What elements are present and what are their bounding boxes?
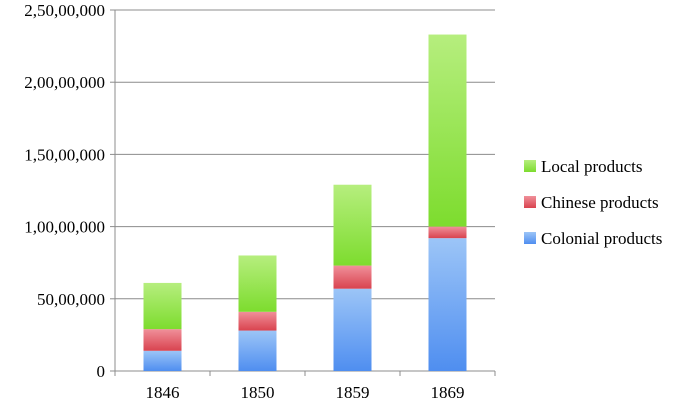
- y-tick-labels: 0 50,00,000 1,00,00,000 1,50,00,000 2,00,00,…: [24, 1, 105, 381]
- bar-segment-local-products: [143, 282, 182, 330]
- legend-swatch: [524, 232, 536, 244]
- y-tick-label: 1,50,00,000: [24, 145, 105, 164]
- legend-swatch: [524, 160, 536, 172]
- legend-label: Chinese products: [541, 193, 659, 212]
- bar-segment-colonial-products: [143, 350, 182, 371]
- y-tick-label: 2,50,00,000: [24, 1, 105, 20]
- bar-segment-local-products: [333, 184, 372, 266]
- legend: Local products Chinese products Colonial p…: [524, 157, 662, 248]
- legend-label: Colonial products: [541, 229, 662, 248]
- x-tick-label: 1869: [431, 383, 465, 402]
- x-tick-label: 1846: [146, 383, 180, 402]
- x-tick-label: 1859: [336, 383, 370, 402]
- legend-label: Local products: [541, 157, 643, 176]
- bar-segment-chinese-products: [428, 226, 467, 239]
- bar-segment-colonial-products: [333, 288, 372, 371]
- bar-segment-chinese-products: [143, 329, 182, 351]
- bar-segment-local-products: [238, 255, 277, 312]
- y-tick-label: 1,00,00,000: [24, 218, 105, 237]
- bar-segment-local-products: [428, 34, 467, 227]
- x-tick-labels: 1846 1850 1859 1869: [146, 383, 465, 402]
- bar-segment-chinese-products: [238, 311, 277, 331]
- x-tick-label: 1850: [241, 383, 275, 402]
- y-tick-label: 50,00,000: [37, 290, 105, 309]
- y-tick-label: 0: [97, 362, 106, 381]
- bar-segment-colonial-products: [238, 330, 277, 371]
- bar-segment-chinese-products: [333, 265, 372, 289]
- legend-swatch: [524, 196, 536, 208]
- bars: [143, 34, 467, 371]
- y-tick-label: 2,00,00,000: [24, 73, 105, 92]
- bar-segment-colonial-products: [428, 238, 467, 371]
